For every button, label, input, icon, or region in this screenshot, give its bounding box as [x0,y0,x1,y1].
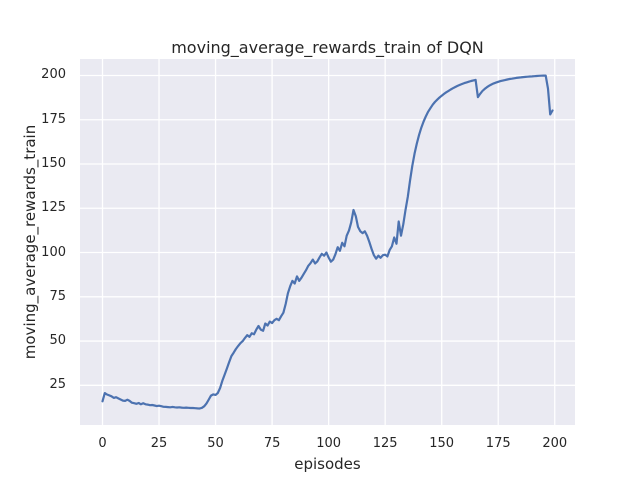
x-tick-label: 200 [542,436,568,451]
x-axis-label: episodes [294,455,361,473]
chart-title: moving_average_rewards_train of DQN [171,38,484,57]
x-tick-label: 100 [316,436,342,451]
x-tick-label: 150 [429,436,455,451]
x-tick-label: 0 [98,436,107,451]
y-tick-label: 150 [41,156,66,171]
y-tick-label: 50 [49,333,66,349]
y-tick-label: 25 [49,377,66,393]
reward-line-chart [80,59,575,425]
x-tick-label: 50 [207,436,224,451]
y-tick-label: 100 [41,244,66,260]
x-tick-label: 25 [150,436,168,451]
y-tick-label: 200 [41,67,66,83]
series-line-moving_average_rewards_train [101,74,554,410]
y-tick-label: 175 [41,111,66,127]
plot-area [80,59,575,425]
x-tick-label: 75 [263,436,281,451]
y-tick-label: 125 [41,200,66,216]
x-tick-label: 125 [372,436,398,451]
x-tick-label: 175 [485,436,511,451]
y-tick-label: 75 [49,288,66,304]
